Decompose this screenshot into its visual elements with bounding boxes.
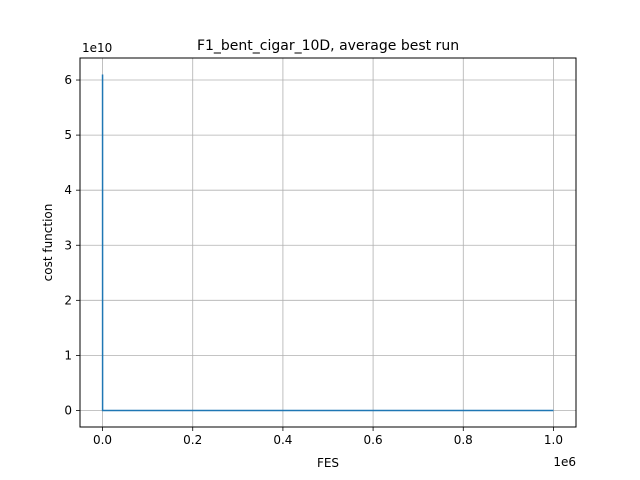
series-group (101, 74, 554, 412)
y-tick-label: 1 (64, 348, 72, 362)
series-line (101, 74, 554, 412)
grid (80, 58, 576, 427)
y-tick-label: 6 (64, 73, 72, 87)
y-offset-text: 1e10 (82, 41, 112, 55)
plot-frame (79, 57, 577, 428)
x-tick-label: 0.6 (364, 433, 383, 447)
y-tick-label: 0 (64, 403, 72, 417)
y-tick-label: 4 (64, 183, 72, 197)
x-tick-label: 0.4 (273, 433, 292, 447)
x-axis: 0.0 0.2 0.4 0.6 0.8 1.0 (93, 427, 563, 447)
chart-title: F1_bent_cigar_10D, average best run (197, 38, 459, 54)
x-tick-label: 0.0 (93, 433, 112, 447)
y-axis-label: cost function (41, 204, 55, 282)
y-tick-label: 5 (64, 128, 72, 142)
x-tick-label: 0.8 (454, 433, 473, 447)
x-axis-label: FES (317, 456, 339, 470)
y-tick-label: 2 (64, 293, 72, 307)
x-tick-label: 1.0 (544, 433, 563, 447)
y-tick-label: 3 (64, 238, 72, 252)
y-axis: 0 1 2 3 4 5 6 (64, 73, 80, 417)
x-offset-text: 1e6 (553, 455, 576, 469)
x-tick-label: 0.2 (183, 433, 202, 447)
